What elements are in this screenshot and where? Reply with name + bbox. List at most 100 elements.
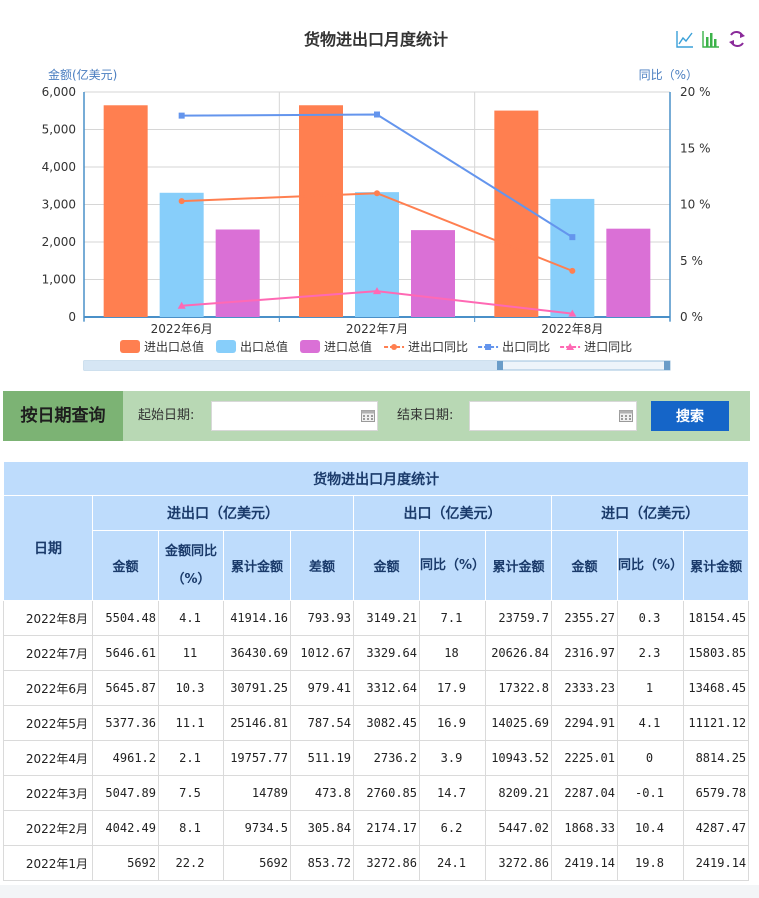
date-cell: 2022年6月: [3, 670, 93, 706]
line-point: [569, 234, 576, 241]
date-cell: 2022年7月: [3, 635, 93, 671]
value-cell: 11.1: [158, 705, 224, 741]
line-point: [568, 309, 577, 317]
value-cell: 793.93: [290, 600, 354, 636]
monthly-stats-table: 货物进出口月度统计 日期 进出口（亿美元） 出口（亿美元） 进口（亿美元） 金额…: [2, 461, 750, 881]
date-cell: 2022年5月: [3, 705, 93, 741]
value-cell: 5646.61: [92, 635, 159, 671]
bar: [299, 105, 343, 317]
x-tick-label: 2022年6月: [151, 322, 213, 336]
value-cell: 5047.89: [92, 775, 159, 811]
col-header: 金额: [353, 530, 420, 601]
value-cell: 17322.8: [485, 670, 552, 706]
legend-swatch: [120, 340, 140, 353]
line-point: [178, 198, 185, 205]
line-chart-icon[interactable]: [675, 29, 695, 49]
bar: [494, 110, 539, 317]
search-button[interactable]: 搜索: [651, 401, 729, 431]
table-caption: 货物进出口月度统计: [2, 461, 750, 496]
table-row: 2022年8月 5504.48 4.1 41914.16 793.93 3149.21 7.…: [3, 600, 750, 636]
y-tick-label: 3,000: [42, 198, 76, 212]
col-header: 同比（%）: [419, 530, 486, 601]
value-cell: 25146.81: [223, 705, 291, 741]
bar: [606, 228, 651, 317]
value-cell: 19.8: [617, 845, 684, 881]
value-cell: -0.1: [617, 775, 684, 811]
legend-label: 进出口总值: [144, 339, 204, 354]
value-cell: 1: [617, 670, 684, 706]
date-cell: 2022年8月: [3, 600, 93, 636]
table-row: 2022年1月 5692 22.2 5692 853.72 3272.86 24.1 3272…: [3, 845, 750, 881]
legend-swatch: [300, 340, 321, 353]
bar: [215, 229, 260, 317]
y2-tick-label: 10 %: [680, 198, 711, 212]
value-cell: 4.1: [617, 705, 684, 741]
value-cell: 2736.2: [353, 740, 420, 776]
start-date-label: 起始日期:: [138, 408, 195, 423]
value-cell: 7.5: [158, 775, 224, 811]
value-cell: 1868.33: [551, 810, 618, 846]
bar-chart-icon[interactable]: [701, 29, 721, 49]
value-cell: 5692: [92, 845, 159, 881]
value-cell: 20626.84: [485, 635, 552, 671]
value-cell: 7.1: [419, 600, 486, 636]
y-tick-label: 0: [68, 310, 76, 324]
line-point: [391, 344, 398, 350]
value-cell: 9734.5: [223, 810, 291, 846]
group-header-import: 进口（亿美元）: [550, 495, 750, 531]
refresh-icon[interactable]: [727, 29, 747, 49]
value-cell: 17.9: [419, 670, 486, 706]
calendar-icon[interactable]: [361, 410, 375, 422]
date-cell: 2022年2月: [3, 810, 93, 846]
bar: [103, 105, 148, 317]
calendar-icon[interactable]: [619, 410, 633, 422]
start-date-input[interactable]: [211, 401, 378, 431]
value-cell: 10.4: [617, 810, 684, 846]
value-cell: 8209.21: [485, 775, 552, 811]
value-cell: 14025.69: [485, 705, 552, 741]
value-cell: 18154.45: [682, 600, 750, 636]
table-row: 2022年6月 5645.87 10.3 30791.25 979.41 3312.64 1…: [3, 670, 750, 706]
col-header: 累计金额: [682, 530, 750, 601]
value-cell: 5447.02: [485, 810, 552, 846]
value-cell: 36430.69: [223, 635, 291, 671]
table-row: 2022年5月 5377.36 11.1 25146.81 787.54 3082.45 1…: [3, 705, 750, 741]
value-cell: 6.2: [419, 810, 486, 846]
zoom-slider-handle: [497, 361, 503, 370]
zoom-slider-range: [84, 361, 499, 370]
value-cell: 2294.91: [551, 705, 618, 741]
line-point: [374, 190, 380, 197]
line-point: [485, 344, 492, 350]
line-point: [569, 267, 576, 274]
value-cell: 2225.01: [551, 740, 618, 776]
end-date-input[interactable]: [469, 401, 637, 431]
date-header: 日期: [3, 495, 93, 601]
search-title: 按日期查询: [3, 391, 123, 441]
bar: [411, 230, 455, 317]
y-tick-label: 5,000: [42, 123, 76, 137]
value-cell: 24.1: [419, 845, 486, 881]
value-cell: 3272.86: [485, 845, 552, 881]
value-cell: 2355.27: [551, 600, 618, 636]
table-row: 2022年2月 4042.49 8.1 9734.5 305.84 2174.17 6.2 5…: [3, 810, 750, 846]
value-cell: 23759.7: [485, 600, 552, 636]
value-cell: 4042.49: [92, 810, 159, 846]
value-cell: 5504.48: [92, 600, 159, 636]
value-cell: 2419.14: [551, 845, 618, 881]
value-cell: 30791.25: [223, 670, 291, 706]
value-cell: 14.7: [419, 775, 486, 811]
value-cell: 8814.25: [682, 740, 750, 776]
value-cell: 5692: [223, 845, 291, 881]
value-cell: 15803.85: [682, 635, 750, 671]
table-row: 2022年7月 5646.61 11 36430.69 1012.67 3329.64 18…: [3, 635, 750, 671]
value-cell: 13468.45: [682, 670, 750, 706]
y2-tick-label: 20 %: [680, 85, 711, 99]
right-axis-label: 同比（%）: [639, 68, 698, 82]
value-cell: 3312.64: [353, 670, 420, 706]
x-tick-label: 2022年8月: [541, 322, 603, 336]
value-cell: 8.1: [158, 810, 224, 846]
legend-label: 进口总值: [324, 339, 372, 354]
table-body: 2022年8月 5504.48 4.1 41914.16 793.93 3149.21 7.…: [3, 600, 750, 881]
date-cell: 2022年3月: [3, 775, 93, 811]
